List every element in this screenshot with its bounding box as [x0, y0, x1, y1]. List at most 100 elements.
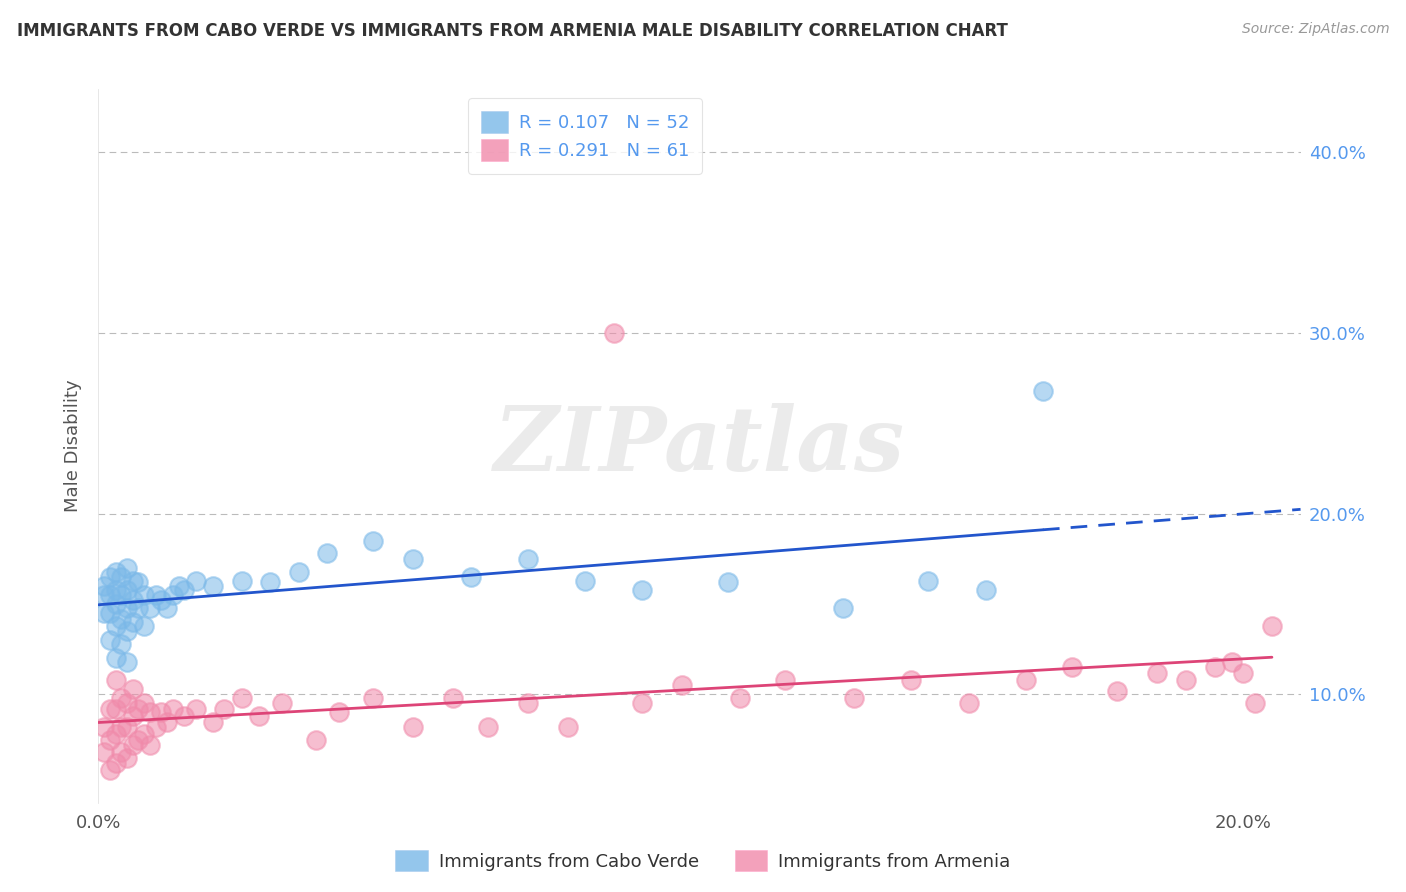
Legend: Immigrants from Cabo Verde, Immigrants from Armenia: Immigrants from Cabo Verde, Immigrants f… [388, 843, 1018, 879]
Point [402, 720, 425, 734]
Point [115, 624, 138, 639]
Point [110, 745, 132, 759]
Point [121, 615, 143, 629]
Point [162, 588, 184, 602]
Point [98, 764, 121, 778]
Point [156, 600, 179, 615]
Point [1232, 665, 1254, 680]
Point [305, 732, 328, 747]
Point [134, 588, 156, 602]
Point [201, 579, 224, 593]
Point [201, 714, 224, 729]
Point [957, 697, 980, 711]
Point [98, 570, 121, 584]
Point [93, 579, 115, 593]
Point [98, 732, 121, 747]
Y-axis label: Male Disability: Male Disability [65, 380, 83, 512]
Point [104, 702, 127, 716]
Point [1243, 697, 1265, 711]
Point [115, 655, 138, 669]
Point [110, 637, 132, 651]
Point [134, 727, 156, 741]
Point [259, 575, 281, 590]
Point [115, 582, 138, 597]
Point [121, 681, 143, 696]
Point [1060, 660, 1083, 674]
Point [134, 619, 156, 633]
Point [93, 606, 115, 620]
Point [162, 702, 184, 716]
Point [115, 697, 138, 711]
Point [631, 697, 654, 711]
Point [115, 561, 138, 575]
Point [602, 326, 624, 340]
Point [110, 691, 132, 706]
Point [1204, 660, 1226, 674]
Point [110, 588, 132, 602]
Point [173, 582, 195, 597]
Point [128, 702, 150, 716]
Point [402, 552, 425, 566]
Point [104, 651, 127, 665]
Point [134, 697, 156, 711]
Point [361, 691, 384, 706]
Point [128, 575, 150, 590]
Point [121, 709, 143, 723]
Text: IMMIGRANTS FROM CABO VERDE VS IMMIGRANTS FROM ARMENIA MALE DISABILITY CORRELATIO: IMMIGRANTS FROM CABO VERDE VS IMMIGRANTS… [17, 22, 1008, 40]
Point [1015, 673, 1038, 687]
Point [139, 738, 162, 752]
Point [184, 574, 207, 588]
Point [121, 738, 143, 752]
Point [231, 691, 253, 706]
Point [574, 574, 596, 588]
Point [516, 697, 538, 711]
Point [104, 565, 127, 579]
Point [1107, 683, 1129, 698]
Point [441, 691, 464, 706]
Point [93, 588, 115, 602]
Point [128, 600, 150, 615]
Text: ZIPatlas: ZIPatlas [494, 403, 905, 489]
Point [145, 720, 167, 734]
Point [900, 673, 922, 687]
Point [842, 691, 865, 706]
Point [110, 570, 132, 584]
Point [1220, 655, 1243, 669]
Point [121, 574, 143, 588]
Point [775, 673, 797, 687]
Point [671, 678, 693, 692]
Point [150, 593, 173, 607]
Point [1146, 665, 1168, 680]
Legend: R = 0.107   N = 52, R = 0.291   N = 61: R = 0.107 N = 52, R = 0.291 N = 61 [468, 98, 702, 174]
Point [288, 565, 311, 579]
Point [115, 750, 138, 764]
Point [104, 619, 127, 633]
Point [98, 606, 121, 620]
Point [1261, 619, 1284, 633]
Point [477, 720, 499, 734]
Point [1175, 673, 1198, 687]
Point [728, 691, 751, 706]
Point [974, 582, 997, 597]
Point [104, 582, 127, 597]
Point [214, 702, 236, 716]
Point [173, 709, 195, 723]
Point [98, 588, 121, 602]
Point [231, 574, 253, 588]
Point [150, 706, 173, 720]
Point [98, 702, 121, 716]
Point [93, 720, 115, 734]
Point [145, 588, 167, 602]
Point [115, 720, 138, 734]
Text: Source: ZipAtlas.com: Source: ZipAtlas.com [1241, 22, 1389, 37]
Point [717, 575, 740, 590]
Point [361, 533, 384, 548]
Point [460, 570, 482, 584]
Point [557, 720, 579, 734]
Point [139, 706, 162, 720]
Point [516, 552, 538, 566]
Point [104, 597, 127, 611]
Point [631, 582, 654, 597]
Point [115, 600, 138, 615]
Point [104, 727, 127, 741]
